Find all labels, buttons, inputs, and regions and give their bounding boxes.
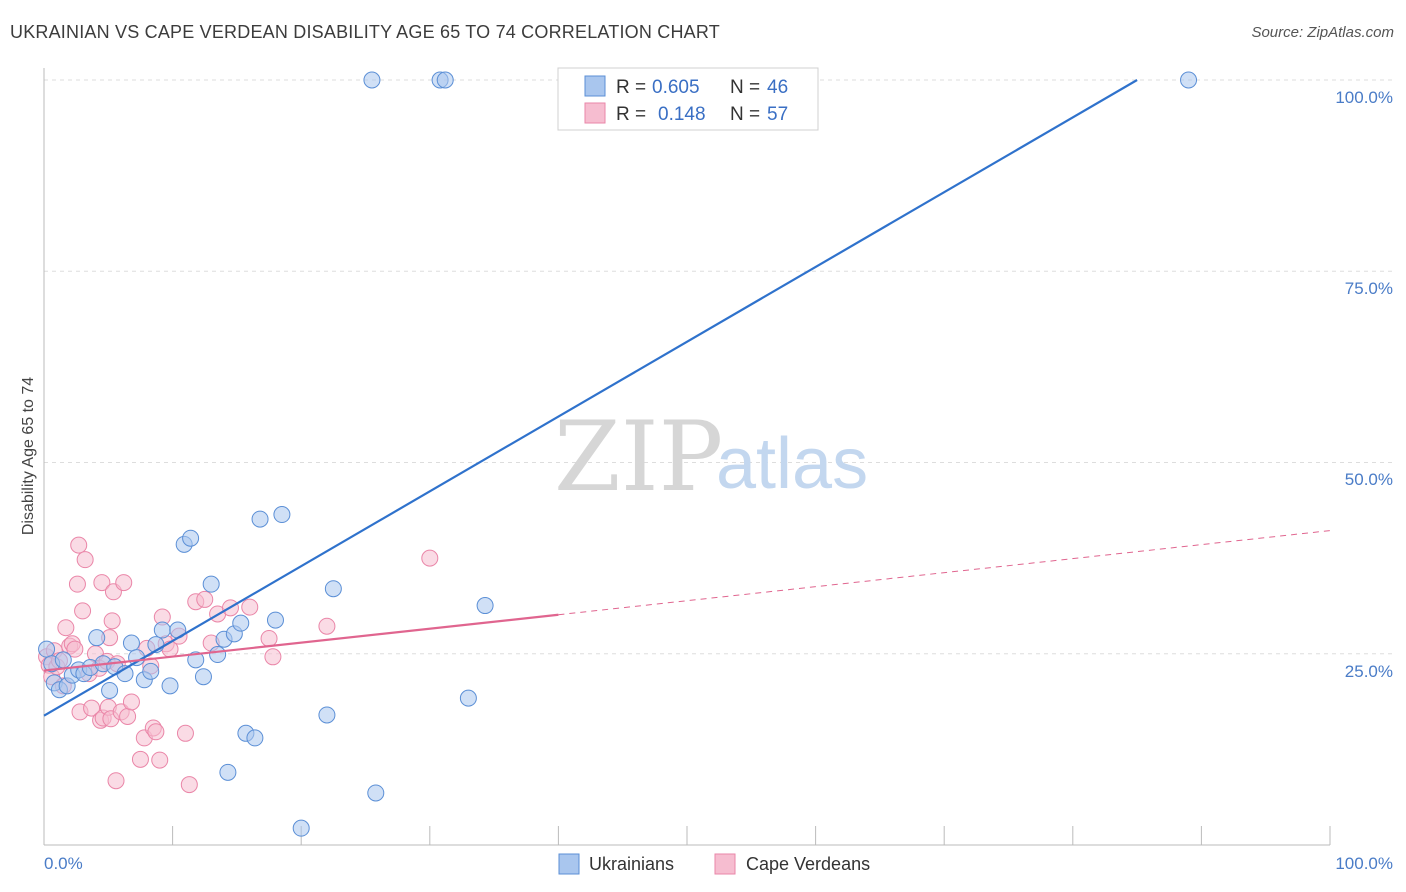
- watermark-atlas: atlas: [716, 424, 868, 504]
- cape-verdean-point: [131, 750, 149, 768]
- cape-verdean-point: [74, 602, 92, 620]
- ukrainian-point: [273, 506, 291, 524]
- y-tick-label: 25.0%: [1345, 662, 1393, 681]
- ukrainian-point: [153, 621, 171, 639]
- series-swatch-ukrainians: [558, 853, 580, 875]
- ukrainian-point: [187, 651, 205, 669]
- ukrainian-trend-line: [43, 79, 1138, 717]
- ukrainian-point: [266, 611, 284, 629]
- cape-verdean-point: [421, 549, 439, 567]
- y-axis-label: Disability Age 65 to 74: [20, 377, 37, 535]
- ukrainian-point: [101, 681, 119, 699]
- ukrainian-point: [194, 668, 212, 686]
- cape-verdean-point: [107, 772, 125, 790]
- legend-n-value: 46: [767, 77, 788, 98]
- cape-verdean-point: [147, 723, 165, 741]
- y-tick-label: 50.0%: [1345, 470, 1393, 489]
- cape-verdean-point: [196, 590, 214, 608]
- legend-r-label: R =: [616, 104, 646, 125]
- ukrainian-point: [142, 662, 160, 680]
- ukrainian-point: [182, 529, 200, 547]
- legend-n-value: 57: [767, 104, 788, 125]
- ukrainian-point: [251, 510, 269, 528]
- ukrainian-point: [318, 706, 336, 724]
- series-swatch-cape-verdeans: [714, 853, 736, 875]
- cape-verdean-point: [260, 629, 278, 647]
- legend-swatch-ukrainians: [584, 75, 606, 97]
- cape-verdean-point: [122, 693, 140, 711]
- ukrainian-point: [202, 575, 220, 593]
- legend-r-value: 0.148: [658, 104, 706, 125]
- cape-verdean-point: [103, 612, 121, 630]
- ukrainian-point: [54, 651, 72, 669]
- legend-r-label: R =: [616, 77, 646, 98]
- watermark-zip: ZIP: [554, 401, 723, 513]
- cape-verdean-point: [176, 724, 194, 742]
- ukrainian-point: [324, 580, 342, 598]
- ukrainian-point: [209, 646, 227, 664]
- cape-verdean-point: [70, 536, 88, 554]
- legend-swatch-cape-verdeans: [584, 102, 606, 124]
- cape-verdean-point: [264, 648, 282, 666]
- cape-verdean-point: [83, 699, 101, 717]
- ukrainian-point: [232, 614, 250, 632]
- chart-title: UKRAINIAN VS CAPE VERDEAN DISABILITY AGE…: [10, 22, 720, 42]
- ukrainian-point: [476, 597, 494, 615]
- cape-verdean-point: [318, 617, 336, 635]
- ukrainian-point: [367, 784, 385, 802]
- y-tick-label: 100.0%: [1335, 88, 1393, 107]
- ukrainian-point: [1180, 71, 1198, 89]
- grid: [44, 79, 1393, 655]
- legend-n-label: N =: [730, 77, 760, 98]
- cape-verdean-trend-line: [43, 613, 559, 672]
- cape-verdean-point: [57, 619, 75, 637]
- cape-verdean-point: [151, 751, 169, 769]
- cape-verdean-point: [93, 574, 111, 592]
- ukrainian-point: [88, 629, 106, 647]
- ukrainian-points: [38, 71, 1198, 837]
- cape-verdean-trend-extension: [558, 530, 1331, 616]
- ukrainian-point: [292, 819, 310, 837]
- ukrainian-point: [219, 763, 237, 781]
- ukrainian-point: [363, 71, 381, 89]
- cape-verdean-point: [119, 707, 137, 725]
- cape-verdean-point: [66, 640, 84, 658]
- ukrainian-point: [38, 640, 56, 658]
- y-tick-label: 75.0%: [1345, 279, 1393, 298]
- legend-n-label: N =: [730, 104, 760, 125]
- stats-legend: R = 0.605 N = 46 R = 0.148 N = 57: [557, 67, 819, 131]
- ukrainian-point: [122, 634, 140, 652]
- ukrainian-point: [459, 689, 477, 707]
- cape-verdean-point: [76, 551, 94, 569]
- x-tick-label-max: 100.0%: [1335, 854, 1393, 873]
- legend-r-value: 0.605: [652, 77, 700, 98]
- cape-verdean-point: [115, 574, 133, 592]
- cape-verdean-point: [180, 776, 198, 794]
- source-label: Source: ZipAtlas.com: [1251, 24, 1394, 41]
- series-legend: Ukrainians Cape Verdeans: [558, 853, 870, 875]
- series-label-ukrainians: Ukrainians: [589, 854, 674, 874]
- x-tick-label-min: 0.0%: [44, 854, 83, 873]
- ukrainian-point: [161, 677, 179, 695]
- series-label-cape-verdeans: Cape Verdeans: [746, 854, 870, 874]
- ukrainian-point: [246, 729, 264, 747]
- cape-verdean-point: [68, 575, 86, 593]
- trend-lines: [43, 79, 1331, 717]
- ukrainian-point: [436, 71, 454, 89]
- x-ticks: [43, 826, 1331, 845]
- cape-verdean-point: [241, 598, 259, 616]
